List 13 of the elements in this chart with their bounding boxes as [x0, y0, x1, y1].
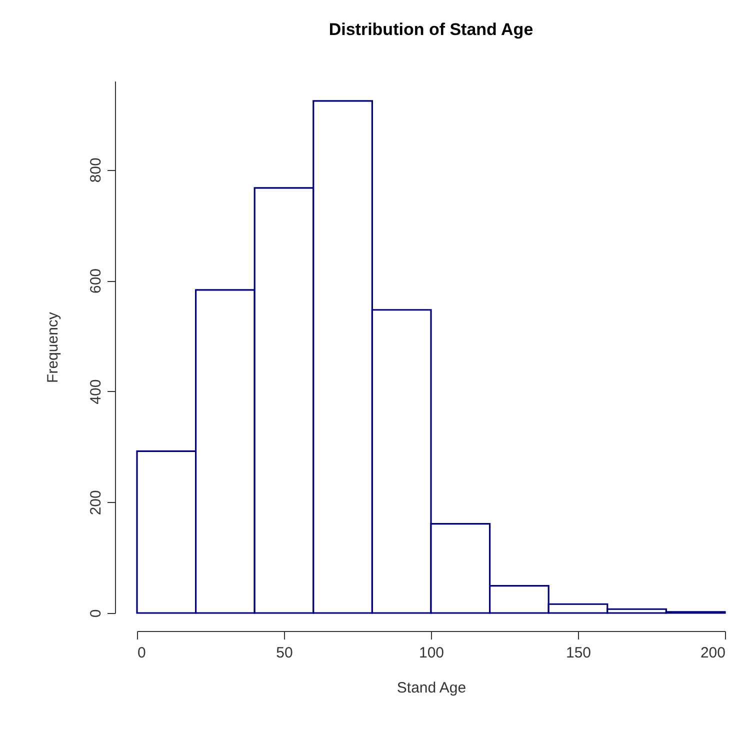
chart-title: Distribution of Stand Age	[328, 20, 534, 39]
x-tick-label: 0	[138, 644, 146, 662]
x-tick-label: 50	[276, 644, 293, 662]
y-tick-label: 0	[88, 609, 104, 618]
y-tick-label: 800	[88, 158, 104, 183]
y-tick-label: 200	[88, 490, 104, 516]
x-tick-label: 200	[700, 644, 726, 662]
x-tick-label: 100	[418, 644, 444, 662]
x-tick-label: 150	[566, 644, 592, 662]
y-axis-title: Frequency	[44, 312, 62, 383]
y-tick-label: 600	[88, 268, 104, 294]
x-axis-title: Stand Age	[396, 680, 466, 696]
y-tick-label: 400	[88, 379, 104, 404]
